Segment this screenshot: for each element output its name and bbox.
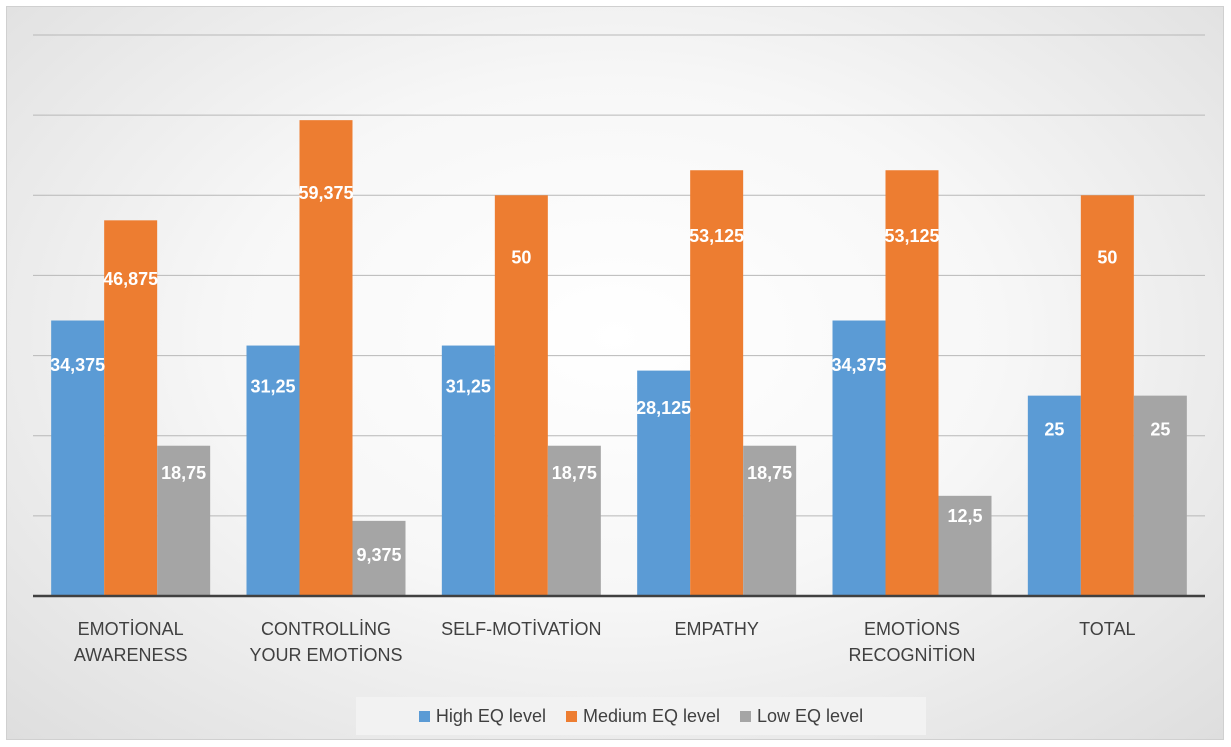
legend-swatch [740,710,752,722]
category-label: EMPATHY [674,619,758,639]
data-label: 46,875 [103,269,158,289]
bar [299,120,353,596]
data-label: 9,375 [356,545,401,565]
gridlines [33,34,1205,517]
bar [885,170,939,596]
category-label: SELF-MOTİVATİON [441,619,601,639]
category-label: TOTAL [1079,619,1135,639]
chart-frame: 34,375 46,875 18,75 31,25 59,375 9,375 31,25 50… [6,6,1224,740]
category-label: EMOTİONS [864,619,960,639]
data-label: 53,125 [689,226,744,246]
data-label: 34,375 [50,355,105,375]
bar [1133,395,1187,596]
data-label: 28,125 [636,398,691,418]
data-label: 18,75 [552,463,597,483]
legend-label: Medium EQ level [582,705,721,726]
data-label: 18,75 [747,463,792,483]
bar [104,220,158,596]
bar [1080,195,1134,597]
bar [743,445,797,596]
bar [246,345,300,596]
bar-chart: 34,375 46,875 18,75 31,25 59,375 9,375 31,25 50… [33,34,1205,665]
bar [547,445,601,596]
data-label: 31,25 [446,377,491,397]
category-label: YOUR EMOTİONS [249,645,402,665]
bar [441,345,495,596]
legend-swatch [418,710,430,722]
bar [494,195,548,597]
bar [157,445,211,596]
legend-item: Medium EQ level [565,705,721,727]
data-label: 31,25 [250,377,295,397]
data-label: 34,375 [831,355,886,375]
legend-label: Low EQ level [757,705,864,726]
data-label: 18,75 [161,463,206,483]
data-label: 53,125 [884,226,939,246]
category-label: AWARENESS [74,645,188,665]
bar [352,520,406,596]
bars [51,120,1187,597]
data-label: 25 [1044,420,1064,440]
bar [690,170,744,596]
data-label: 50 [511,247,531,267]
bar [51,320,105,596]
legend: High EQ level Medium EQ level Low EQ level [356,697,926,735]
legend-label: High EQ level [435,705,546,726]
bar [1027,395,1081,596]
data-label: 50 [1097,247,1117,267]
data-label: 25 [1150,420,1170,440]
data-label: 59,375 [298,183,353,203]
data-label: 12,5 [947,506,982,526]
bar [832,320,886,596]
category-label: CONTROLLİNG [261,619,391,639]
legend-swatch [565,710,577,722]
category-label: RECOGNİTİON [848,645,975,665]
bar [637,370,691,596]
category-label: EMOTİONAL [78,619,184,639]
legend-item: Low EQ level [740,706,863,727]
bar [938,495,992,596]
category-labels: EMOTİONAL AWARENESS CONTROLLİNG YOUR EMOTİO… [74,619,1136,665]
legend-item: High EQ level [418,705,546,727]
data-labels: 34,375 46,875 18,75 31,25 59,375 9,375 31,25 50… [50,183,1170,565]
